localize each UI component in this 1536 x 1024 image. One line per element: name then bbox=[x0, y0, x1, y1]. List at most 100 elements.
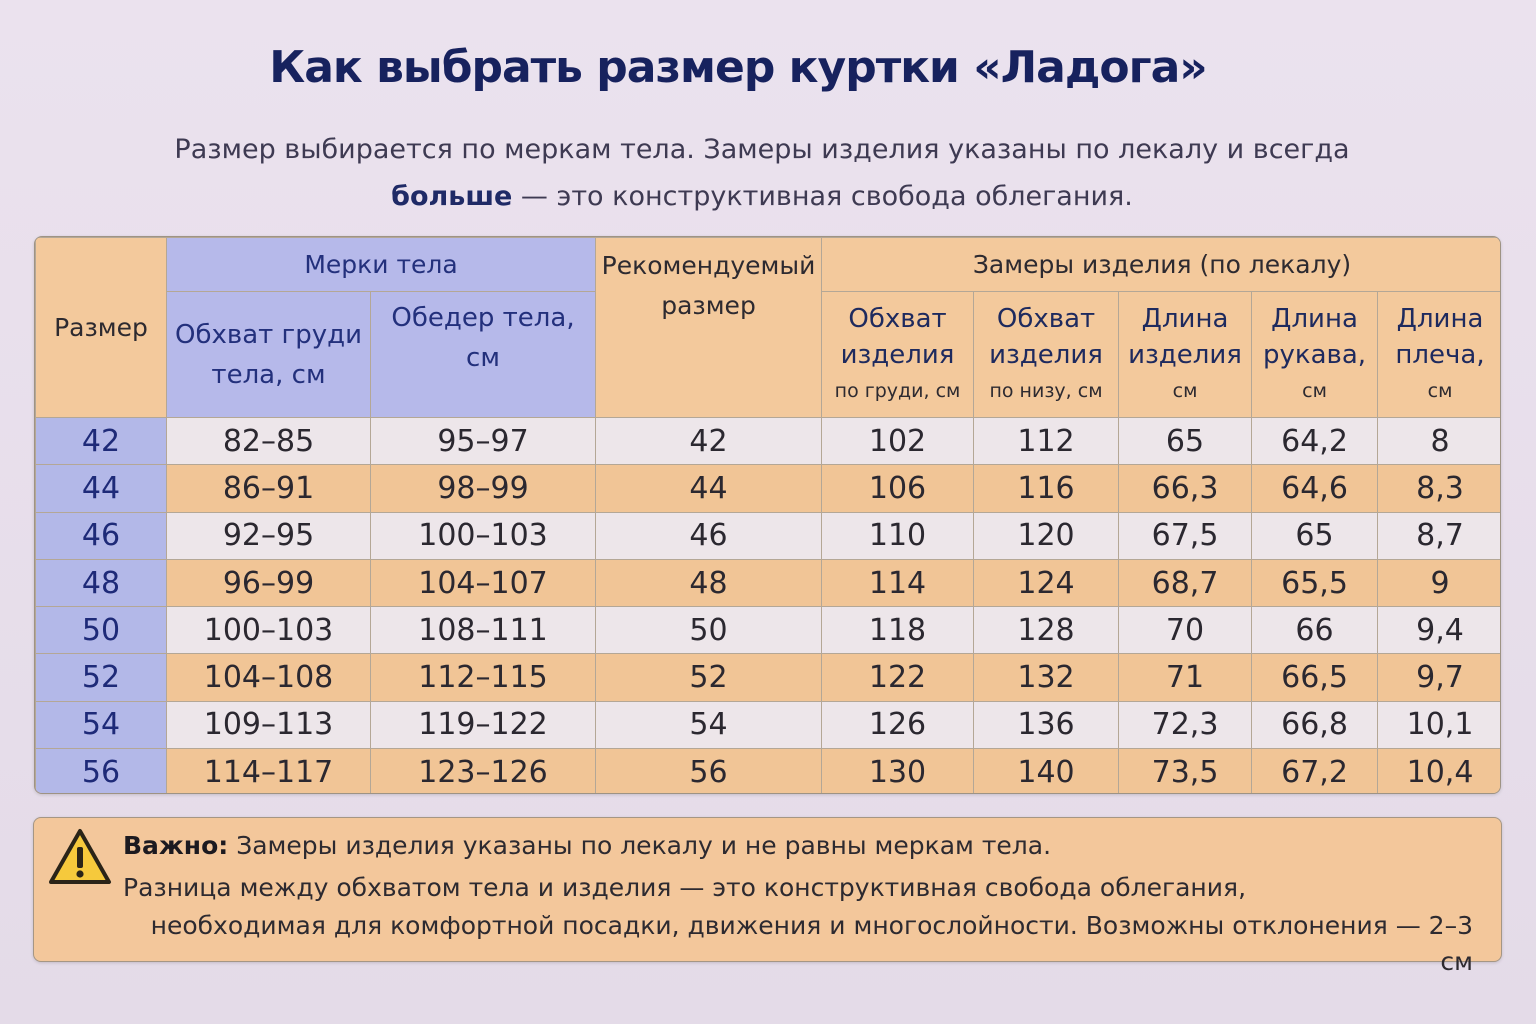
header-recommended: Рекомендуемый размер bbox=[595, 237, 823, 418]
length-value: 65 bbox=[1118, 416, 1253, 466]
note-line-1-text: Замеры изделия указаны по лекалу и не ра… bbox=[228, 831, 1052, 860]
subtitle-line-2: больше — это конструктивная свобода обле… bbox=[0, 173, 1524, 220]
header-hips: Обедер тела, см bbox=[369, 291, 597, 418]
garment-chest-value: 126 bbox=[821, 700, 975, 750]
sleeve-value: 67,2 bbox=[1251, 748, 1379, 793]
garment-bottom-value: 132 bbox=[973, 653, 1120, 702]
recommended-value: 52 bbox=[595, 653, 823, 702]
header-shoulder-unit: см bbox=[1427, 379, 1453, 402]
header-length-unit: см bbox=[1172, 379, 1198, 402]
header-shoulder: Длина плеча, см bbox=[1377, 291, 1500, 418]
length-value: 70 bbox=[1118, 606, 1253, 655]
table-row: 52 104–108 112–115 52 122 132 71 66,5 9,… bbox=[35, 653, 1500, 702]
garment-chest-value: 106 bbox=[821, 464, 975, 513]
size-value: 54 bbox=[35, 700, 167, 750]
header-length-label: Длина изделия bbox=[1128, 303, 1242, 370]
header-body-measures: Мерки тела bbox=[165, 237, 597, 292]
garment-bottom-value: 124 bbox=[973, 558, 1120, 608]
recommended-value: 46 bbox=[595, 511, 823, 560]
recommended-value: 54 bbox=[595, 700, 823, 750]
page-title: Как выбрать размер куртки «Ладога» bbox=[269, 42, 1207, 93]
size-value: 52 bbox=[35, 653, 167, 702]
header-garment: Замеры изделия (по лекалу) bbox=[821, 237, 1500, 292]
size-value: 44 bbox=[35, 464, 167, 513]
hips-value: 123–126 bbox=[369, 748, 597, 793]
size-value: 56 bbox=[35, 748, 167, 793]
table-row: 44 86–91 98–99 44 106 116 66,3 64,6 8,3 bbox=[35, 464, 1500, 513]
header-garment-chest-label: Обхват изделия bbox=[840, 303, 955, 370]
length-value: 66,3 bbox=[1118, 464, 1253, 513]
garment-chest-value: 110 bbox=[821, 511, 975, 560]
garment-chest-value: 130 bbox=[821, 748, 975, 793]
length-value: 67,5 bbox=[1118, 511, 1253, 560]
header-sleeve-unit: см bbox=[1302, 379, 1327, 402]
chest-value: 114–117 bbox=[166, 748, 371, 793]
note-line-3: необходимая для комфортной посадки, движ… bbox=[150, 911, 1473, 976]
garment-bottom-value: 116 bbox=[973, 464, 1120, 513]
shoulder-value: 9,4 bbox=[1377, 606, 1500, 655]
important-note: Важно: Замеры изделия указаны по лекалу … bbox=[33, 817, 1502, 976]
length-value: 72,3 bbox=[1118, 700, 1253, 750]
header-garment-chest: Обхват изделия по груди, см bbox=[821, 291, 975, 418]
hips-value: 119–122 bbox=[369, 700, 597, 750]
header-sleeve: Длина рукава, см bbox=[1251, 291, 1379, 418]
header-garment-bottom-label: Обхват изделия bbox=[989, 303, 1103, 370]
note-label: Важно: bbox=[123, 831, 229, 860]
page-subtitle: Размер выбирается по меркам тела. Замеры… bbox=[0, 126, 1524, 220]
sleeve-value: 64,2 bbox=[1251, 416, 1379, 466]
chest-value: 82–85 bbox=[166, 416, 371, 466]
sleeve-value: 66,8 bbox=[1251, 700, 1379, 750]
shoulder-value: 9 bbox=[1377, 558, 1500, 608]
length-value: 68,7 bbox=[1118, 558, 1253, 608]
recommended-value: 42 bbox=[595, 416, 823, 466]
sleeve-value: 66 bbox=[1251, 606, 1379, 655]
header-size: Размер bbox=[35, 237, 167, 418]
garment-bottom-value: 136 bbox=[973, 700, 1120, 750]
chest-value: 92–95 bbox=[166, 511, 371, 560]
size-value: 42 bbox=[35, 416, 167, 466]
note-line-2: Разница между обхватом тела и изделия — … bbox=[123, 873, 1247, 902]
chest-value: 96–99 bbox=[166, 558, 371, 608]
garment-chest-value: 114 bbox=[821, 558, 975, 608]
hips-value: 95–97 bbox=[369, 416, 597, 466]
recommended-value: 56 bbox=[595, 748, 823, 793]
table-row: 56 114–117 123–126 56 130 140 73,5 67,2 … bbox=[35, 748, 1500, 793]
shoulder-value: 8,7 bbox=[1377, 511, 1500, 560]
hips-value: 108–111 bbox=[369, 606, 597, 655]
subtitle-line-1: Размер выбирается по меркам тела. Замеры… bbox=[174, 134, 1350, 165]
garment-bottom-value: 112 bbox=[973, 416, 1120, 466]
table-row: 46 92–95 100–103 46 110 120 67,5 65 8,7 bbox=[35, 511, 1500, 560]
chest-value: 86–91 bbox=[166, 464, 371, 513]
table-row: 48 96–99 104–107 48 114 124 68,7 65,5 9 bbox=[35, 558, 1500, 608]
hips-value: 100–103 bbox=[369, 511, 597, 560]
note-line-1: Важно: Замеры изделия указаны по лекалу … bbox=[123, 828, 1051, 864]
shoulder-value: 8,3 bbox=[1377, 464, 1500, 513]
chest-value: 100–103 bbox=[166, 606, 371, 655]
header-chest: Обхват груди тела, см bbox=[166, 291, 371, 418]
table-row: 50 100–103 108–111 50 118 128 70 66 9,4 bbox=[35, 606, 1500, 655]
header-sleeve-label: Длина рукава, bbox=[1262, 303, 1367, 370]
header-shoulder-label: Длина плеча, bbox=[1395, 303, 1485, 370]
size-table: Размер Мерки тела Рекомендуемый размер З… bbox=[34, 236, 1501, 794]
sleeve-value: 65 bbox=[1251, 511, 1379, 560]
hips-value: 98–99 bbox=[369, 464, 597, 513]
header-length: Длина изделия см bbox=[1118, 291, 1253, 418]
recommended-value: 44 bbox=[595, 464, 823, 513]
sleeve-value: 66,5 bbox=[1251, 653, 1379, 702]
garment-bottom-value: 120 bbox=[973, 511, 1120, 560]
recommended-value: 48 bbox=[595, 558, 823, 608]
table-row: 54 109–113 119–122 54 126 136 72,3 66,8 … bbox=[35, 700, 1500, 750]
garment-bottom-value: 128 bbox=[973, 606, 1120, 655]
hips-value: 104–107 bbox=[369, 558, 597, 608]
length-value: 71 bbox=[1118, 653, 1253, 702]
size-value: 46 bbox=[35, 511, 167, 560]
sleeve-value: 65,5 bbox=[1251, 558, 1379, 608]
header-garment-chest-unit: по груди, см bbox=[834, 379, 961, 402]
header-garment-bottom-unit: по низу, см bbox=[989, 379, 1103, 402]
garment-chest-value: 122 bbox=[821, 653, 975, 702]
chest-value: 104–108 bbox=[166, 653, 371, 702]
subtitle-line-2-rest: — это конструктивная свобода облегания. bbox=[512, 181, 1133, 212]
sleeve-value: 64,6 bbox=[1251, 464, 1379, 513]
shoulder-value: 9,7 bbox=[1377, 653, 1500, 702]
